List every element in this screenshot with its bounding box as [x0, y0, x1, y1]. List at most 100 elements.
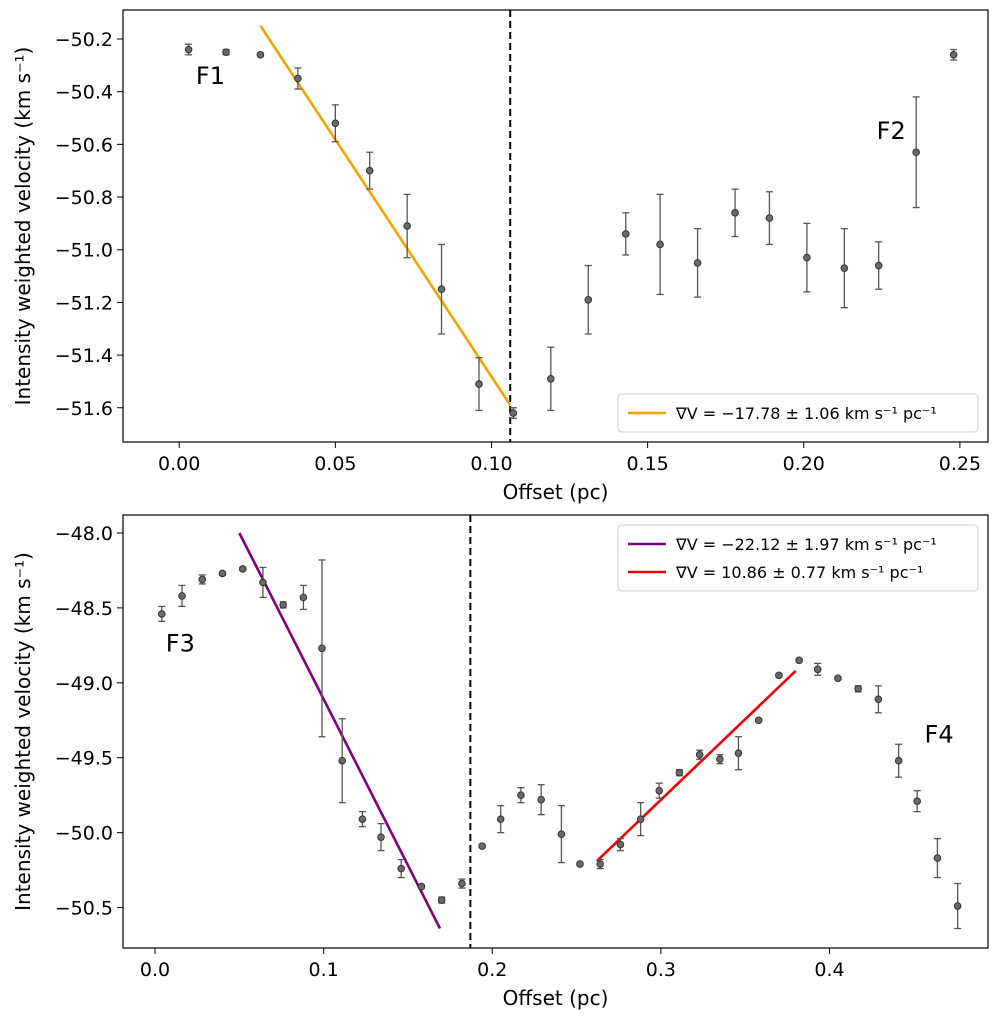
data-marker: [238, 565, 247, 573]
data-point: [157, 605, 166, 623]
data-point: [834, 674, 842, 683]
y-tick-label: −50.8: [55, 187, 113, 209]
data-point: [259, 566, 267, 599]
data-point: [299, 584, 308, 611]
data-marker: [874, 261, 883, 270]
data-marker: [636, 815, 645, 823]
legend: ∇V = −22.12 ± 1.97 km s⁻¹ pc⁻¹ ∇V = 10.86…: [617, 524, 979, 592]
data-marker: [358, 815, 367, 823]
data-marker: [437, 896, 446, 904]
data-marker: [478, 842, 486, 850]
x-axis-label: Offset (pc): [503, 986, 609, 1010]
data-point: [397, 858, 406, 879]
x-tick-label: 0.2: [477, 959, 507, 981]
legend-entry: ∇V = −22.12 ± 1.97 km s⁻¹ pc⁻¹: [675, 535, 937, 554]
data-marker: [655, 786, 663, 795]
fit-line-0: [259, 25, 512, 406]
region-label-f2: F2: [877, 117, 906, 145]
bottom-panel: 0.0 0.1 0.2 0.3 0.4 −50.5 −50.0 −49.5 −49.0 −48.5…: [11, 514, 989, 1010]
y-tick-label: −50.4: [55, 82, 113, 104]
data-marker: [458, 879, 466, 888]
data-marker: [834, 674, 842, 683]
region-label-f4: F4: [925, 721, 954, 749]
y-tick-label: −50.0: [55, 823, 113, 845]
data-marker: [734, 749, 743, 758]
data-marker: [596, 860, 604, 868]
data-point: [517, 787, 525, 804]
data-point: [218, 569, 227, 578]
data-point: [894, 743, 903, 778]
y-tick-label: −50.2: [55, 29, 113, 51]
y-axis-label: Intensity weighted velocity (km s⁻¹): [11, 552, 35, 911]
x-tick-label: 0.00: [158, 453, 200, 475]
data-marker: [256, 50, 265, 59]
region-label-f1: F1: [196, 62, 225, 90]
top-panel: 0.00 0.05 0.10 0.15 0.20 0.25 −51.6 −51.4 −51.2 −…: [11, 9, 989, 504]
data-point: [547, 346, 555, 412]
data-point: [695, 749, 704, 760]
data-marker: [437, 285, 446, 294]
x-tick-label: 0.15: [626, 453, 668, 475]
data-point: [279, 601, 287, 609]
data-marker: [198, 575, 207, 584]
plot-frame: [122, 9, 989, 443]
data-point: [854, 684, 862, 693]
data-marker: [299, 593, 308, 602]
data-marker: [338, 756, 347, 765]
data-marker: [397, 864, 406, 873]
data-point: [621, 212, 630, 256]
data-point: [656, 193, 664, 296]
data-marker: [933, 854, 942, 862]
y-tick-label: −51.4: [55, 345, 113, 367]
data-point: [912, 96, 920, 209]
data-marker: [178, 592, 186, 600]
data-marker: [913, 797, 921, 805]
data-marker: [874, 695, 883, 704]
data-point: [238, 565, 247, 573]
data-marker: [656, 240, 664, 249]
data-point: [874, 241, 883, 290]
data-marker: [716, 755, 724, 764]
data-marker: [675, 768, 684, 777]
data-marker: [693, 259, 702, 267]
data-point: [318, 559, 326, 738]
data-point: [478, 842, 486, 850]
x-tick-label: 0.05: [314, 453, 356, 475]
data-marker: [795, 656, 803, 665]
data-point: [509, 407, 518, 419]
data-marker: [318, 644, 326, 653]
data-point: [222, 48, 230, 56]
data-marker: [621, 230, 630, 238]
y-axis-label: Intensity weighted velocity (km s⁻¹): [11, 47, 35, 406]
data-point: [437, 896, 446, 904]
data-marker: [803, 253, 811, 262]
data-marker: [731, 209, 739, 217]
data-point: [874, 685, 883, 714]
data-marker: [854, 684, 862, 693]
data-point: [795, 656, 803, 665]
data-point: [584, 264, 593, 335]
data-point: [338, 718, 347, 804]
y-tick-label: −51.6: [55, 398, 113, 420]
region-label-f3: F3: [166, 629, 195, 657]
data-point: [557, 805, 566, 864]
data-marker: [840, 264, 849, 272]
data-point: [178, 584, 186, 608]
data-point: [475, 357, 483, 412]
data-marker: [294, 74, 302, 83]
plot-frame: [122, 514, 989, 949]
data-point: [365, 151, 374, 190]
data-marker: [259, 578, 267, 587]
data-point: [537, 784, 545, 816]
x-tick-label: 0.25: [939, 453, 981, 475]
legend-entry: ∇V = −17.78 ± 1.06 km s⁻¹ pc⁻¹: [675, 404, 937, 423]
data-marker: [377, 833, 385, 841]
data-marker: [222, 48, 230, 56]
data-marker: [547, 374, 555, 383]
data-point: [377, 822, 385, 852]
data-point: [734, 736, 743, 771]
data-point: [458, 878, 466, 889]
data-point: [184, 43, 193, 56]
data-marker: [157, 610, 166, 618]
data-point: [803, 222, 811, 293]
